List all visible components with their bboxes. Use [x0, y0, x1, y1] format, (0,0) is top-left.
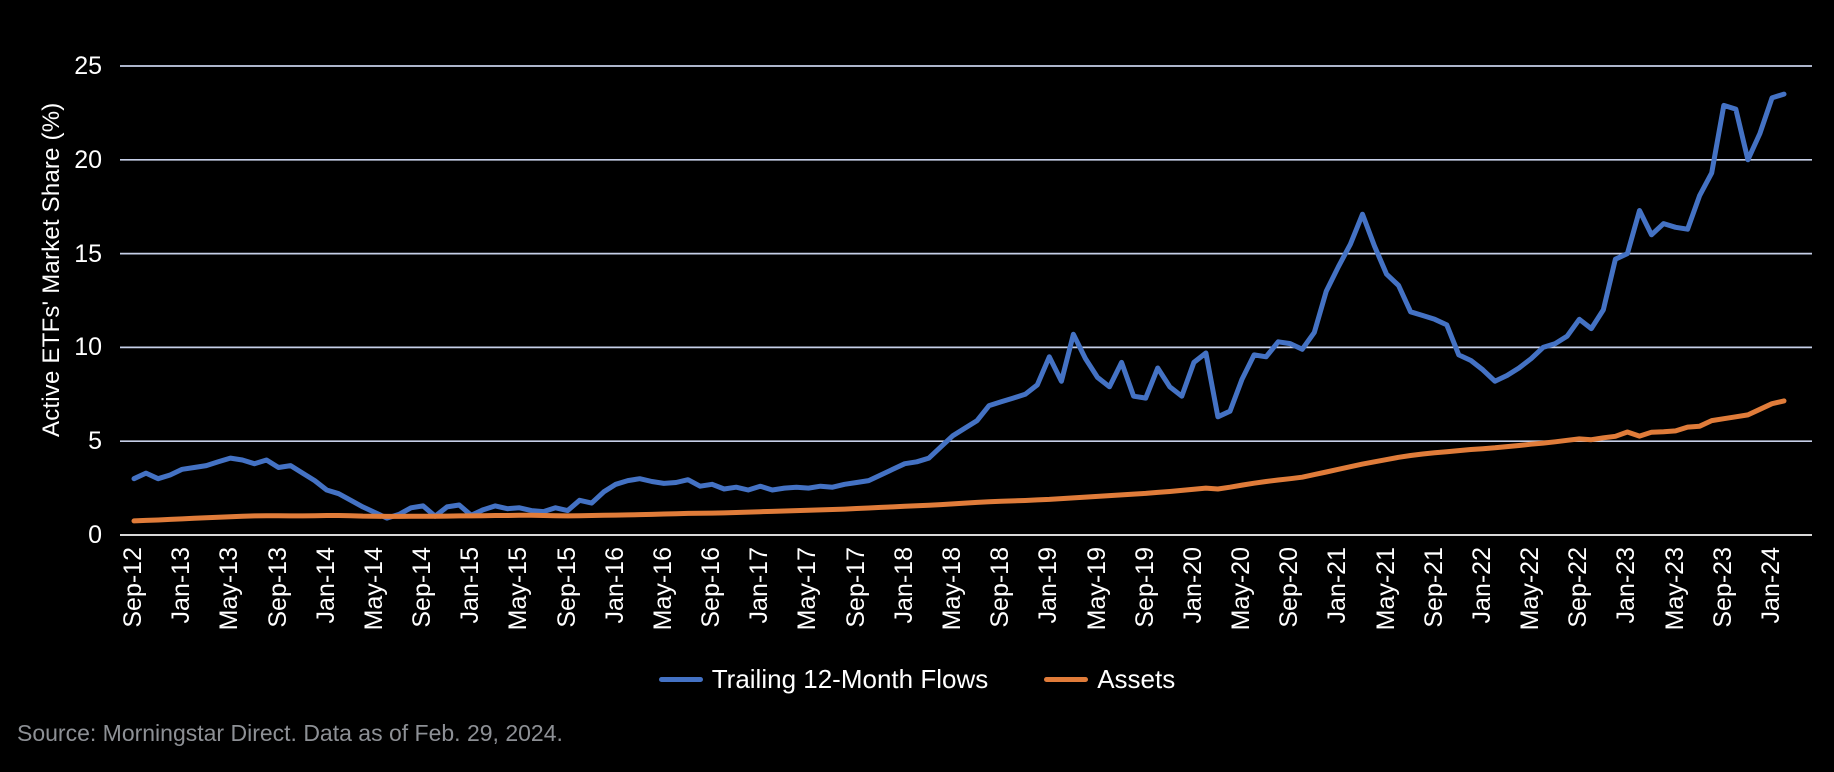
flows-line-swatch: [658, 677, 703, 682]
y-tick-label-0: 0: [88, 521, 102, 549]
y-tick-label-5: 5: [88, 427, 102, 456]
x-tick-label-Sep-19: Sep-19: [1130, 547, 1159, 628]
x-tick-label-Jan-16: Jan-16: [600, 547, 629, 624]
legend-label-flows: Trailing 12-Month Flows: [711, 664, 989, 694]
x-tick-label-Sep-17: Sep-17: [841, 547, 870, 628]
x-tick-label-Jan-13: Jan-13: [167, 547, 196, 624]
x-tick-label-Jan-24: Jan-24: [1756, 547, 1785, 624]
x-tick-label-Jan-21: Jan-21: [1323, 547, 1352, 624]
x-tick-label-Jan-15: Jan-15: [456, 547, 485, 624]
y-tick-label-15: 15: [74, 239, 102, 268]
source-note: Source: Morningstar Direct. Data as of F…: [17, 720, 563, 746]
assets-line-swatch: [1044, 677, 1089, 682]
x-tick-label-May-15: May-15: [504, 547, 533, 631]
legend-item-assets: Assets: [1044, 664, 1175, 695]
x-tick-label-May-13: May-13: [215, 547, 244, 631]
gridlines: [120, 65, 1812, 536]
x-tick-label-May-17: May-17: [793, 547, 822, 631]
x-tick-label-May-18: May-18: [937, 547, 966, 631]
x-tick-label-Sep-14: Sep-14: [408, 547, 437, 628]
x-tick-label-Jan-19: Jan-19: [1034, 547, 1063, 624]
x-tick-label-Jan-18: Jan-18: [889, 547, 918, 624]
x-tick-label-Sep-13: Sep-13: [263, 547, 292, 628]
y-tick-label-10: 10: [74, 333, 102, 362]
y-axis-title: Active ETFs' Market Share (%): [38, 102, 65, 438]
x-tick-label-May-20: May-20: [1227, 547, 1256, 631]
x-tick-label-May-23: May-23: [1660, 547, 1689, 631]
flows-line: [131, 91, 1787, 521]
x-tick-label-Jan-17: Jan-17: [745, 547, 774, 624]
x-tick-label-Sep-16: Sep-16: [697, 547, 726, 628]
x-tick-label-May-16: May-16: [648, 547, 677, 631]
assets-line: [131, 398, 1787, 524]
x-tick-label-Sep-20: Sep-20: [1275, 547, 1304, 628]
x-tick-label-Sep-23: Sep-23: [1708, 547, 1737, 628]
x-tick-label-Sep-22: Sep-22: [1564, 547, 1593, 628]
series-lines: [131, 91, 1787, 524]
x-tick-label-Jan-22: Jan-22: [1467, 547, 1496, 624]
x-tick-label-Sep-15: Sep-15: [552, 547, 581, 628]
y-tick-label-25: 25: [74, 52, 102, 80]
legend-label-assets: Assets: [1097, 664, 1176, 694]
chart-legend: Trailing 12-Month Flows Assets: [0, 664, 1834, 695]
legend-item-flows: Trailing 12-Month Flows: [658, 664, 989, 695]
x-tick-label-May-19: May-19: [1082, 547, 1111, 631]
x-tick-label-Sep-18: Sep-18: [986, 547, 1015, 628]
y-tick-label-20: 20: [74, 145, 102, 174]
x-tick-label-Jan-23: Jan-23: [1612, 547, 1641, 624]
x-tick-label-Sep-21: Sep-21: [1419, 547, 1448, 628]
x-tick-label-May-14: May-14: [359, 547, 388, 631]
x-tick-label-Sep-12: Sep-12: [119, 547, 147, 628]
x-tick-label-Jan-20: Jan-20: [1178, 547, 1207, 624]
x-tick-label-May-22: May-22: [1516, 547, 1545, 631]
x-tick-label-Jan-14: Jan-14: [311, 547, 340, 624]
x-tick-label-May-21: May-21: [1371, 547, 1400, 631]
